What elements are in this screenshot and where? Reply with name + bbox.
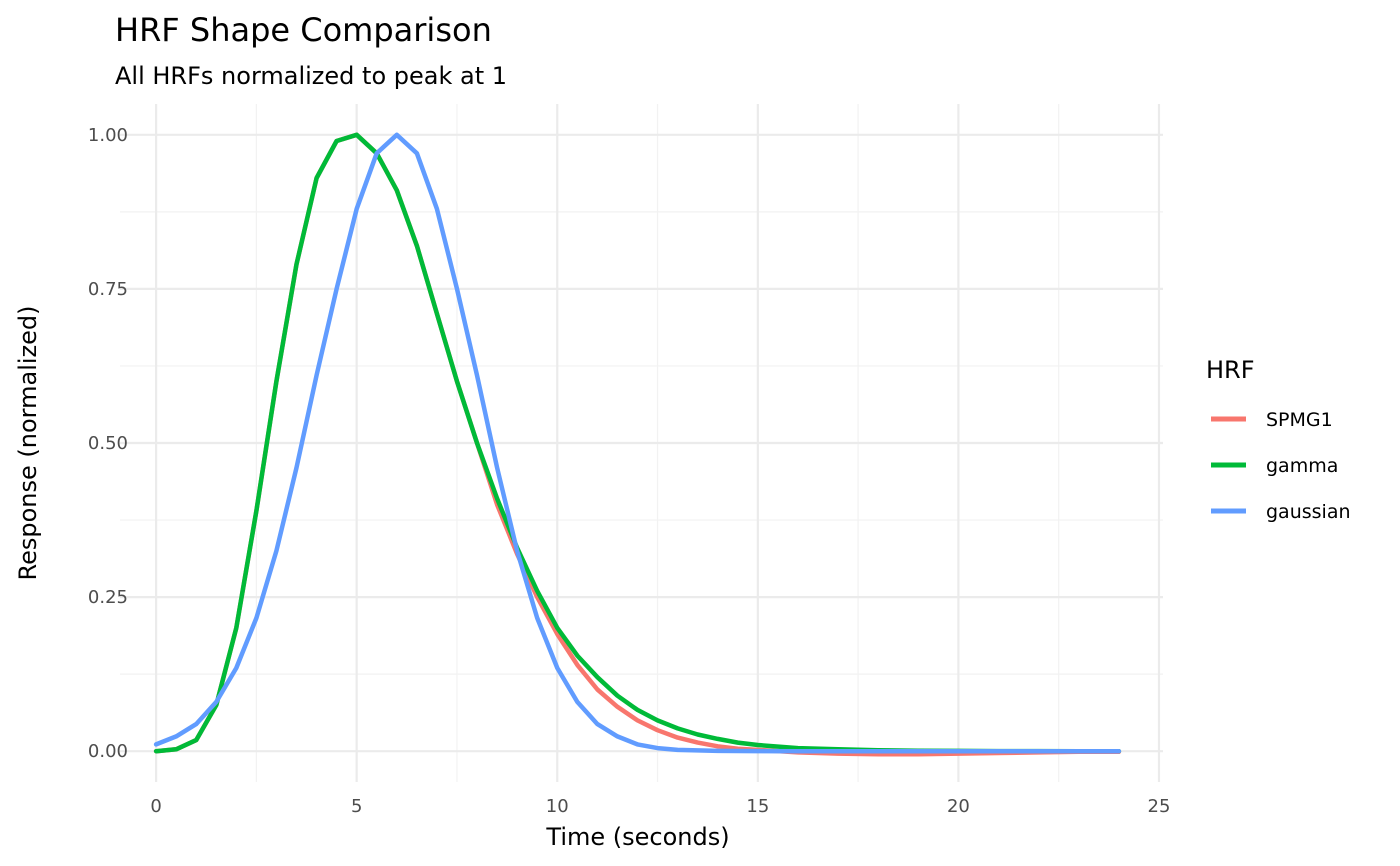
- legend-label-gaussian: gaussian: [1266, 501, 1351, 523]
- y-tick-label: 0.75: [88, 279, 128, 300]
- legend-label-gamma: gamma: [1266, 455, 1338, 477]
- y-tick-label: 0.25: [88, 587, 128, 608]
- x-axis-ticks: 0 5 10 15 20 25: [150, 796, 1170, 817]
- y-tick-label: 0.00: [88, 741, 128, 762]
- series-lines: [153, 132, 1122, 757]
- x-axis-title: Time (seconds): [545, 823, 729, 851]
- x-tick-label: 25: [1148, 796, 1171, 817]
- x-tick-label: 15: [746, 796, 769, 817]
- grid: [120, 104, 1163, 782]
- series-line-gaussian: [153, 132, 1122, 754]
- x-tick-label: 5: [351, 796, 362, 817]
- chart-subtitle: All HRFs normalized to peak at 1: [115, 62, 507, 90]
- x-tick-label: 20: [947, 796, 970, 817]
- chart-title: HRF Shape Comparison: [115, 11, 492, 49]
- y-tick-label: 1.00: [88, 125, 128, 146]
- legend: HRF SPMG1 gamma gaussian: [1206, 356, 1351, 523]
- x-tick-label: 0: [150, 796, 161, 817]
- y-axis-title: Response (normalized): [14, 306, 42, 581]
- x-tick-label: 10: [546, 796, 569, 817]
- y-axis-ticks: 0.00 0.25 0.50 0.75 1.00: [88, 125, 128, 762]
- legend-title: HRF: [1206, 356, 1255, 384]
- y-tick-label: 0.50: [88, 433, 128, 454]
- legend-label-spmg1: SPMG1: [1266, 409, 1333, 431]
